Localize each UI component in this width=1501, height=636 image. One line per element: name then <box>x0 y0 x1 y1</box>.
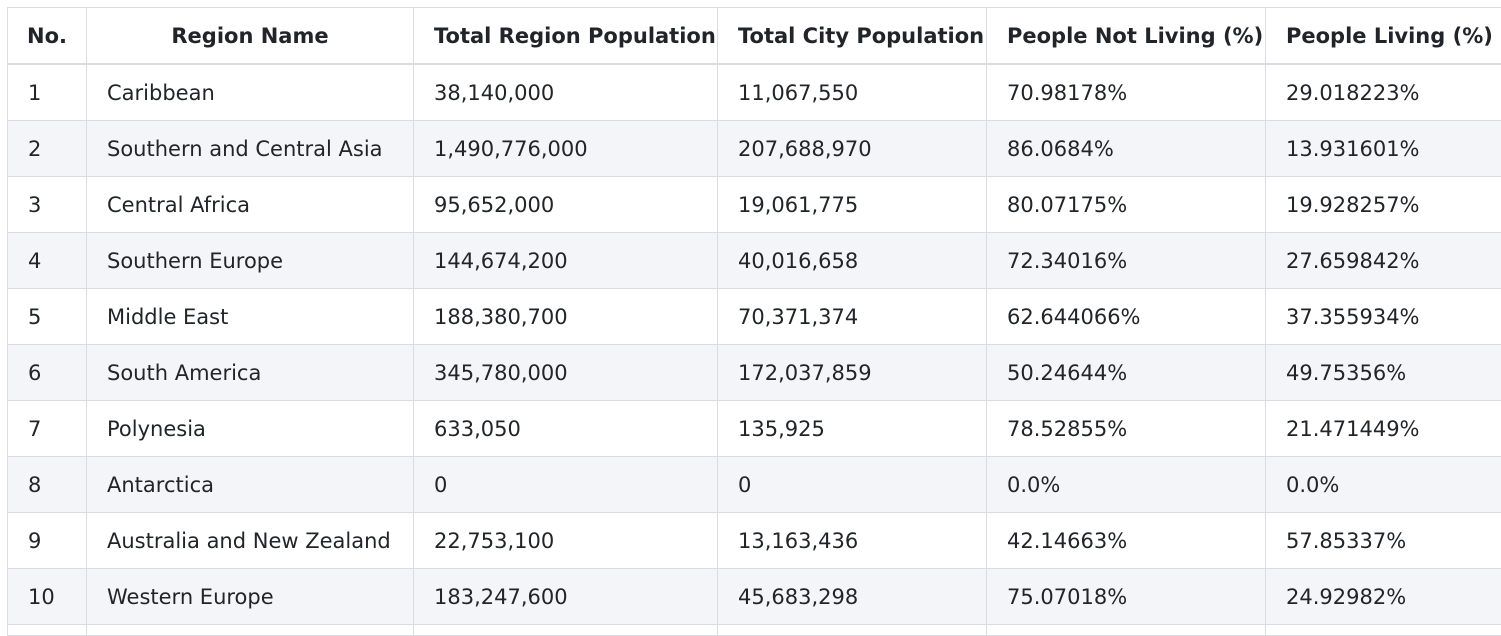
cell-empty <box>414 625 718 636</box>
table-row: 7 Polynesia 633,050 135,925 78.52855% 21… <box>8 401 1501 457</box>
table-header: No. Region Name Total Region Population … <box>8 8 1501 65</box>
cell-people-not-living: 42.14663% <box>987 513 1266 569</box>
cell-region-name: Middle East <box>87 289 414 345</box>
cell-total-region-population: 633,050 <box>414 401 718 457</box>
cell-people-living: 49.75356% <box>1266 345 1501 401</box>
table-row-partial <box>8 625 1501 636</box>
header-people-not-living: People Not Living (%) <box>987 8 1266 65</box>
table-row: 2 Southern and Central Asia 1,490,776,00… <box>8 121 1501 177</box>
cell-people-living: 27.659842% <box>1266 233 1501 289</box>
cell-people-living: 19.928257% <box>1266 177 1501 233</box>
cell-region-name: Caribbean <box>87 64 414 121</box>
table-row: 8 Antarctica 0 0 0.0% 0.0% <box>8 457 1501 513</box>
cell-region-name: South America <box>87 345 414 401</box>
header-total-city-population: Total City Population <box>718 8 987 65</box>
header-total-region-population: Total Region Population <box>414 8 718 65</box>
cell-no: 10 <box>8 569 87 625</box>
cell-empty <box>718 625 987 636</box>
header-no: No. <box>8 8 87 65</box>
header-people-living: People Living (%) <box>1266 8 1501 65</box>
cell-total-region-population: 345,780,000 <box>414 345 718 401</box>
cell-empty <box>1266 625 1501 636</box>
header-row: No. Region Name Total Region Population … <box>8 8 1501 65</box>
cell-empty <box>8 625 87 636</box>
cell-no: 8 <box>8 457 87 513</box>
region-population-table: No. Region Name Total Region Population … <box>7 7 1501 636</box>
table-row: 5 Middle East 188,380,700 70,371,374 62.… <box>8 289 1501 345</box>
cell-region-name: Australia and New Zealand <box>87 513 414 569</box>
cell-people-living: 0.0% <box>1266 457 1501 513</box>
cell-people-not-living: 80.07175% <box>987 177 1266 233</box>
cell-people-not-living: 78.52855% <box>987 401 1266 457</box>
cell-region-name: Central Africa <box>87 177 414 233</box>
table-row: 1 Caribbean 38,140,000 11,067,550 70.981… <box>8 64 1501 121</box>
cell-no: 4 <box>8 233 87 289</box>
table-row: 6 South America 345,780,000 172,037,859 … <box>8 345 1501 401</box>
cell-total-region-population: 95,652,000 <box>414 177 718 233</box>
cell-total-region-population: 144,674,200 <box>414 233 718 289</box>
cell-total-city-population: 45,683,298 <box>718 569 987 625</box>
cell-empty <box>87 625 414 636</box>
table-row: 10 Western Europe 183,247,600 45,683,298… <box>8 569 1501 625</box>
cell-no: 5 <box>8 289 87 345</box>
cell-people-not-living: 86.0684% <box>987 121 1266 177</box>
cell-people-living: 37.355934% <box>1266 289 1501 345</box>
cell-no: 9 <box>8 513 87 569</box>
cell-people-not-living: 50.24644% <box>987 345 1266 401</box>
table-row: 4 Southern Europe 144,674,200 40,016,658… <box>8 233 1501 289</box>
cell-total-region-population: 22,753,100 <box>414 513 718 569</box>
cell-no: 3 <box>8 177 87 233</box>
cell-region-name: Southern and Central Asia <box>87 121 414 177</box>
cell-region-name: Polynesia <box>87 401 414 457</box>
cell-total-city-population: 172,037,859 <box>718 345 987 401</box>
cell-region-name: Western Europe <box>87 569 414 625</box>
cell-total-region-population: 38,140,000 <box>414 64 718 121</box>
cell-total-city-population: 135,925 <box>718 401 987 457</box>
cell-no: 7 <box>8 401 87 457</box>
data-table-container: No. Region Name Total Region Population … <box>7 7 1501 636</box>
cell-total-city-population: 0 <box>718 457 987 513</box>
cell-total-region-population: 183,247,600 <box>414 569 718 625</box>
cell-total-city-population: 11,067,550 <box>718 64 987 121</box>
cell-region-name: Southern Europe <box>87 233 414 289</box>
cell-people-living: 13.931601% <box>1266 121 1501 177</box>
cell-people-living: 29.018223% <box>1266 64 1501 121</box>
table-body: 1 Caribbean 38,140,000 11,067,550 70.981… <box>8 64 1501 636</box>
cell-people-not-living: 72.34016% <box>987 233 1266 289</box>
cell-people-not-living: 0.0% <box>987 457 1266 513</box>
cell-people-living: 21.471449% <box>1266 401 1501 457</box>
cell-people-not-living: 62.644066% <box>987 289 1266 345</box>
cell-people-not-living: 70.98178% <box>987 64 1266 121</box>
cell-total-city-population: 207,688,970 <box>718 121 987 177</box>
cell-empty <box>987 625 1266 636</box>
cell-total-city-population: 13,163,436 <box>718 513 987 569</box>
cell-no: 1 <box>8 64 87 121</box>
cell-total-city-population: 40,016,658 <box>718 233 987 289</box>
cell-no: 6 <box>8 345 87 401</box>
cell-region-name: Antarctica <box>87 457 414 513</box>
header-region-name: Region Name <box>87 8 414 65</box>
cell-total-region-population: 188,380,700 <box>414 289 718 345</box>
cell-people-living: 24.92982% <box>1266 569 1501 625</box>
cell-total-city-population: 19,061,775 <box>718 177 987 233</box>
cell-no: 2 <box>8 121 87 177</box>
table-row: 9 Australia and New Zealand 22,753,100 1… <box>8 513 1501 569</box>
cell-people-living: 57.85337% <box>1266 513 1501 569</box>
cell-total-region-population: 1,490,776,000 <box>414 121 718 177</box>
cell-people-not-living: 75.07018% <box>987 569 1266 625</box>
table-row: 3 Central Africa 95,652,000 19,061,775 8… <box>8 177 1501 233</box>
cell-total-region-population: 0 <box>414 457 718 513</box>
cell-total-city-population: 70,371,374 <box>718 289 987 345</box>
